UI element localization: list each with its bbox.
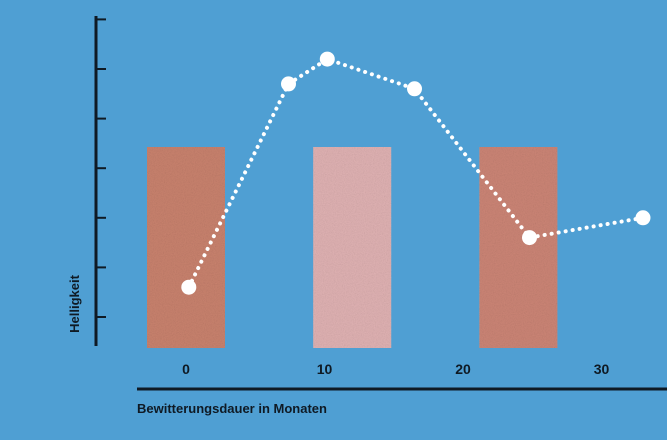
x-tick-label-1: 10 — [317, 361, 333, 377]
x-tick-label-2: 20 — [455, 361, 471, 377]
sample-swatch-1 — [313, 147, 392, 348]
series-line — [181, 51, 651, 295]
data-point-1 — [281, 76, 296, 92]
data-point-2 — [319, 51, 335, 67]
x-axis-label: Bewitterungsdauer in Monaten — [137, 401, 327, 416]
series-line-0 — [186, 56, 645, 290]
y-axis-label: Helligkeit — [67, 274, 82, 332]
data-point-0 — [181, 279, 197, 295]
y-ticks — [96, 18, 106, 318]
data-point-5 — [635, 210, 651, 226]
x-tick-label-3: 30 — [594, 361, 610, 377]
data-point-4 — [522, 230, 537, 246]
x-ticks: 0 10 20 30 — [182, 361, 609, 377]
sample-swatches — [147, 147, 558, 348]
x-tick-label-0: 0 — [182, 361, 190, 377]
sample-swatch-2 — [479, 147, 558, 348]
data-point-3 — [407, 81, 422, 97]
sample-swatch-0 — [147, 147, 225, 348]
axes: 0 10 20 30 — [94, 16, 667, 391]
